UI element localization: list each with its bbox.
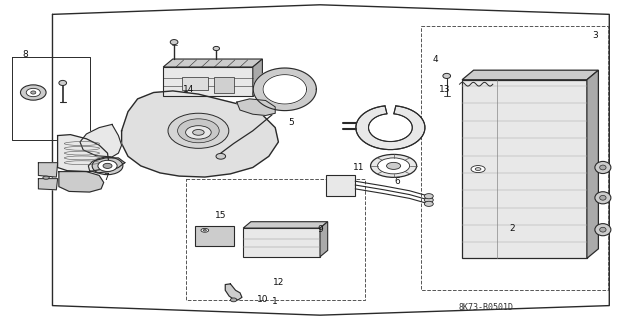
Polygon shape [587, 70, 598, 258]
Ellipse shape [443, 73, 451, 78]
Polygon shape [462, 70, 598, 80]
Polygon shape [38, 163, 58, 177]
Ellipse shape [600, 165, 606, 170]
Ellipse shape [600, 227, 606, 232]
Polygon shape [253, 68, 316, 111]
Ellipse shape [371, 154, 417, 177]
Text: 2: 2 [509, 224, 515, 233]
Ellipse shape [424, 194, 433, 199]
Ellipse shape [186, 126, 211, 139]
Text: 12: 12 [273, 278, 284, 287]
Text: 11: 11 [353, 163, 364, 172]
Ellipse shape [20, 85, 46, 100]
Polygon shape [326, 175, 355, 196]
Polygon shape [225, 284, 242, 300]
Text: 13: 13 [439, 85, 451, 94]
Polygon shape [163, 59, 262, 67]
Polygon shape [122, 91, 278, 177]
Bar [214, 77, 234, 93]
Ellipse shape [43, 176, 49, 179]
Polygon shape [356, 106, 425, 150]
Text: 4: 4 [433, 55, 438, 63]
Ellipse shape [193, 130, 204, 135]
Text: 9: 9 [317, 225, 323, 234]
Polygon shape [253, 59, 262, 96]
Polygon shape [38, 179, 58, 190]
Ellipse shape [424, 201, 433, 206]
Polygon shape [80, 124, 122, 157]
Ellipse shape [213, 46, 220, 51]
Ellipse shape [230, 298, 237, 302]
Ellipse shape [168, 113, 229, 148]
Ellipse shape [103, 163, 112, 168]
Ellipse shape [595, 224, 611, 236]
Ellipse shape [178, 119, 220, 143]
Text: 14: 14 [183, 85, 195, 94]
Ellipse shape [92, 157, 123, 175]
Text: 6: 6 [394, 177, 399, 186]
Polygon shape [163, 67, 253, 96]
Text: 3: 3 [593, 31, 598, 40]
Text: 5: 5 [289, 118, 294, 127]
Ellipse shape [201, 228, 209, 232]
Ellipse shape [170, 40, 178, 45]
Ellipse shape [31, 91, 36, 94]
Ellipse shape [595, 161, 611, 174]
Polygon shape [195, 226, 234, 246]
Ellipse shape [471, 166, 485, 173]
Text: 7: 7 [103, 173, 108, 182]
Polygon shape [462, 80, 587, 258]
Ellipse shape [216, 153, 226, 159]
Polygon shape [320, 222, 328, 257]
Ellipse shape [595, 192, 611, 204]
Polygon shape [237, 99, 275, 115]
Text: 1: 1 [273, 297, 278, 306]
Polygon shape [243, 228, 320, 257]
Ellipse shape [387, 162, 401, 169]
Text: 15: 15 [215, 211, 227, 220]
Ellipse shape [98, 160, 117, 172]
Ellipse shape [600, 195, 606, 200]
Polygon shape [88, 158, 125, 173]
Ellipse shape [475, 168, 481, 170]
Polygon shape [243, 222, 328, 228]
Ellipse shape [204, 230, 206, 231]
Polygon shape [58, 135, 109, 172]
Polygon shape [263, 75, 307, 104]
Polygon shape [59, 172, 104, 192]
Text: 10: 10 [257, 295, 268, 304]
Text: 8K73-B0501D: 8K73-B0501D [459, 303, 514, 312]
Ellipse shape [59, 80, 67, 85]
Ellipse shape [26, 88, 40, 97]
Ellipse shape [378, 158, 410, 174]
Text: 8: 8 [23, 50, 28, 59]
Bar [182, 77, 208, 90]
Ellipse shape [424, 197, 433, 203]
